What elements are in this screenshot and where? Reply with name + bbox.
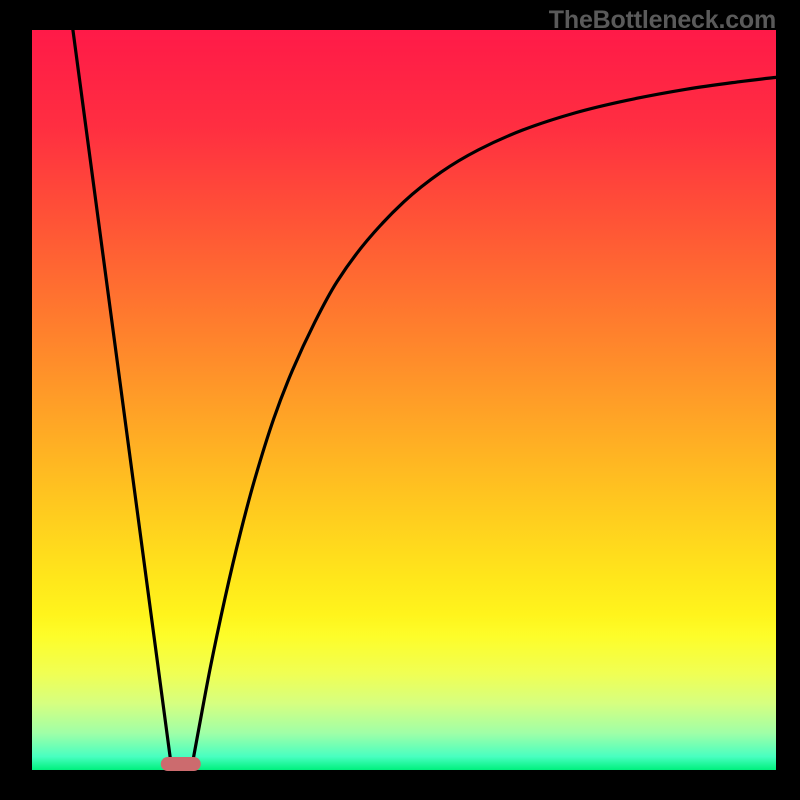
bottleneck-chart: TheBottleneck.com — [0, 0, 800, 800]
watermark-text: TheBottleneck.com — [549, 6, 776, 35]
gradient-background — [32, 30, 776, 770]
minimum-marker — [161, 757, 201, 771]
chart-svg — [0, 0, 800, 800]
